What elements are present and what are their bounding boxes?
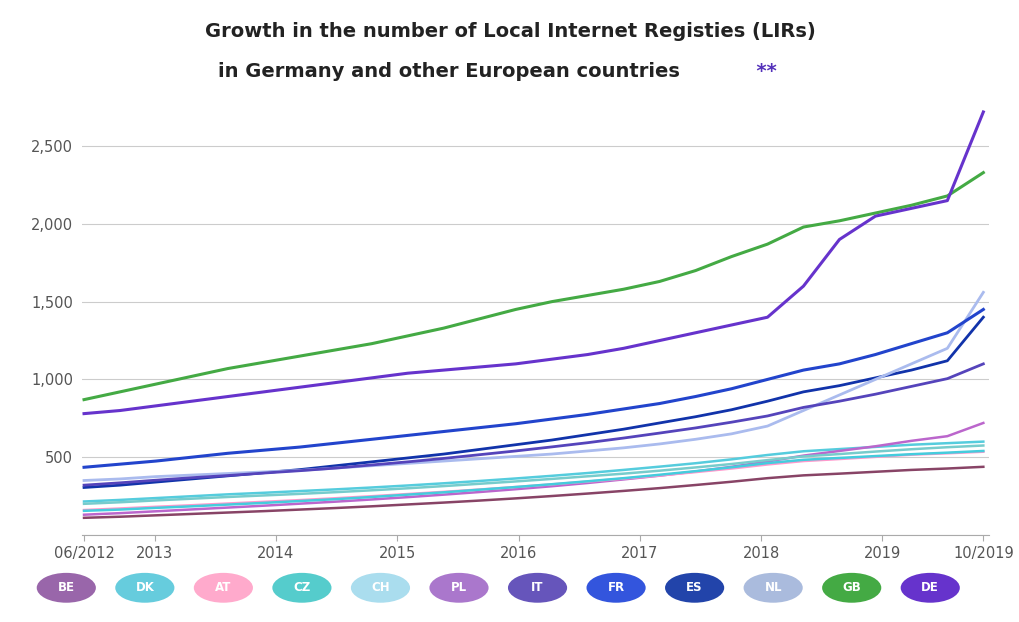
Text: CH: CH <box>371 582 389 594</box>
Text: Growth in the number of Local Internet Registies (LIRs): Growth in the number of Local Internet R… <box>205 22 814 40</box>
Text: GB: GB <box>842 582 860 594</box>
Text: IT: IT <box>531 582 543 594</box>
Text: CZ: CZ <box>293 582 310 594</box>
Text: AT: AT <box>215 582 231 594</box>
Text: PL: PL <box>450 582 467 594</box>
Text: DK: DK <box>136 582 154 594</box>
Text: DE: DE <box>920 582 938 594</box>
Text: NL: NL <box>763 582 782 594</box>
Text: BE: BE <box>58 582 74 594</box>
Text: ES: ES <box>686 582 702 594</box>
Text: **: ** <box>742 62 776 81</box>
Text: in Germany and other European countries: in Germany and other European countries <box>218 62 679 81</box>
Text: FR: FR <box>607 582 624 594</box>
